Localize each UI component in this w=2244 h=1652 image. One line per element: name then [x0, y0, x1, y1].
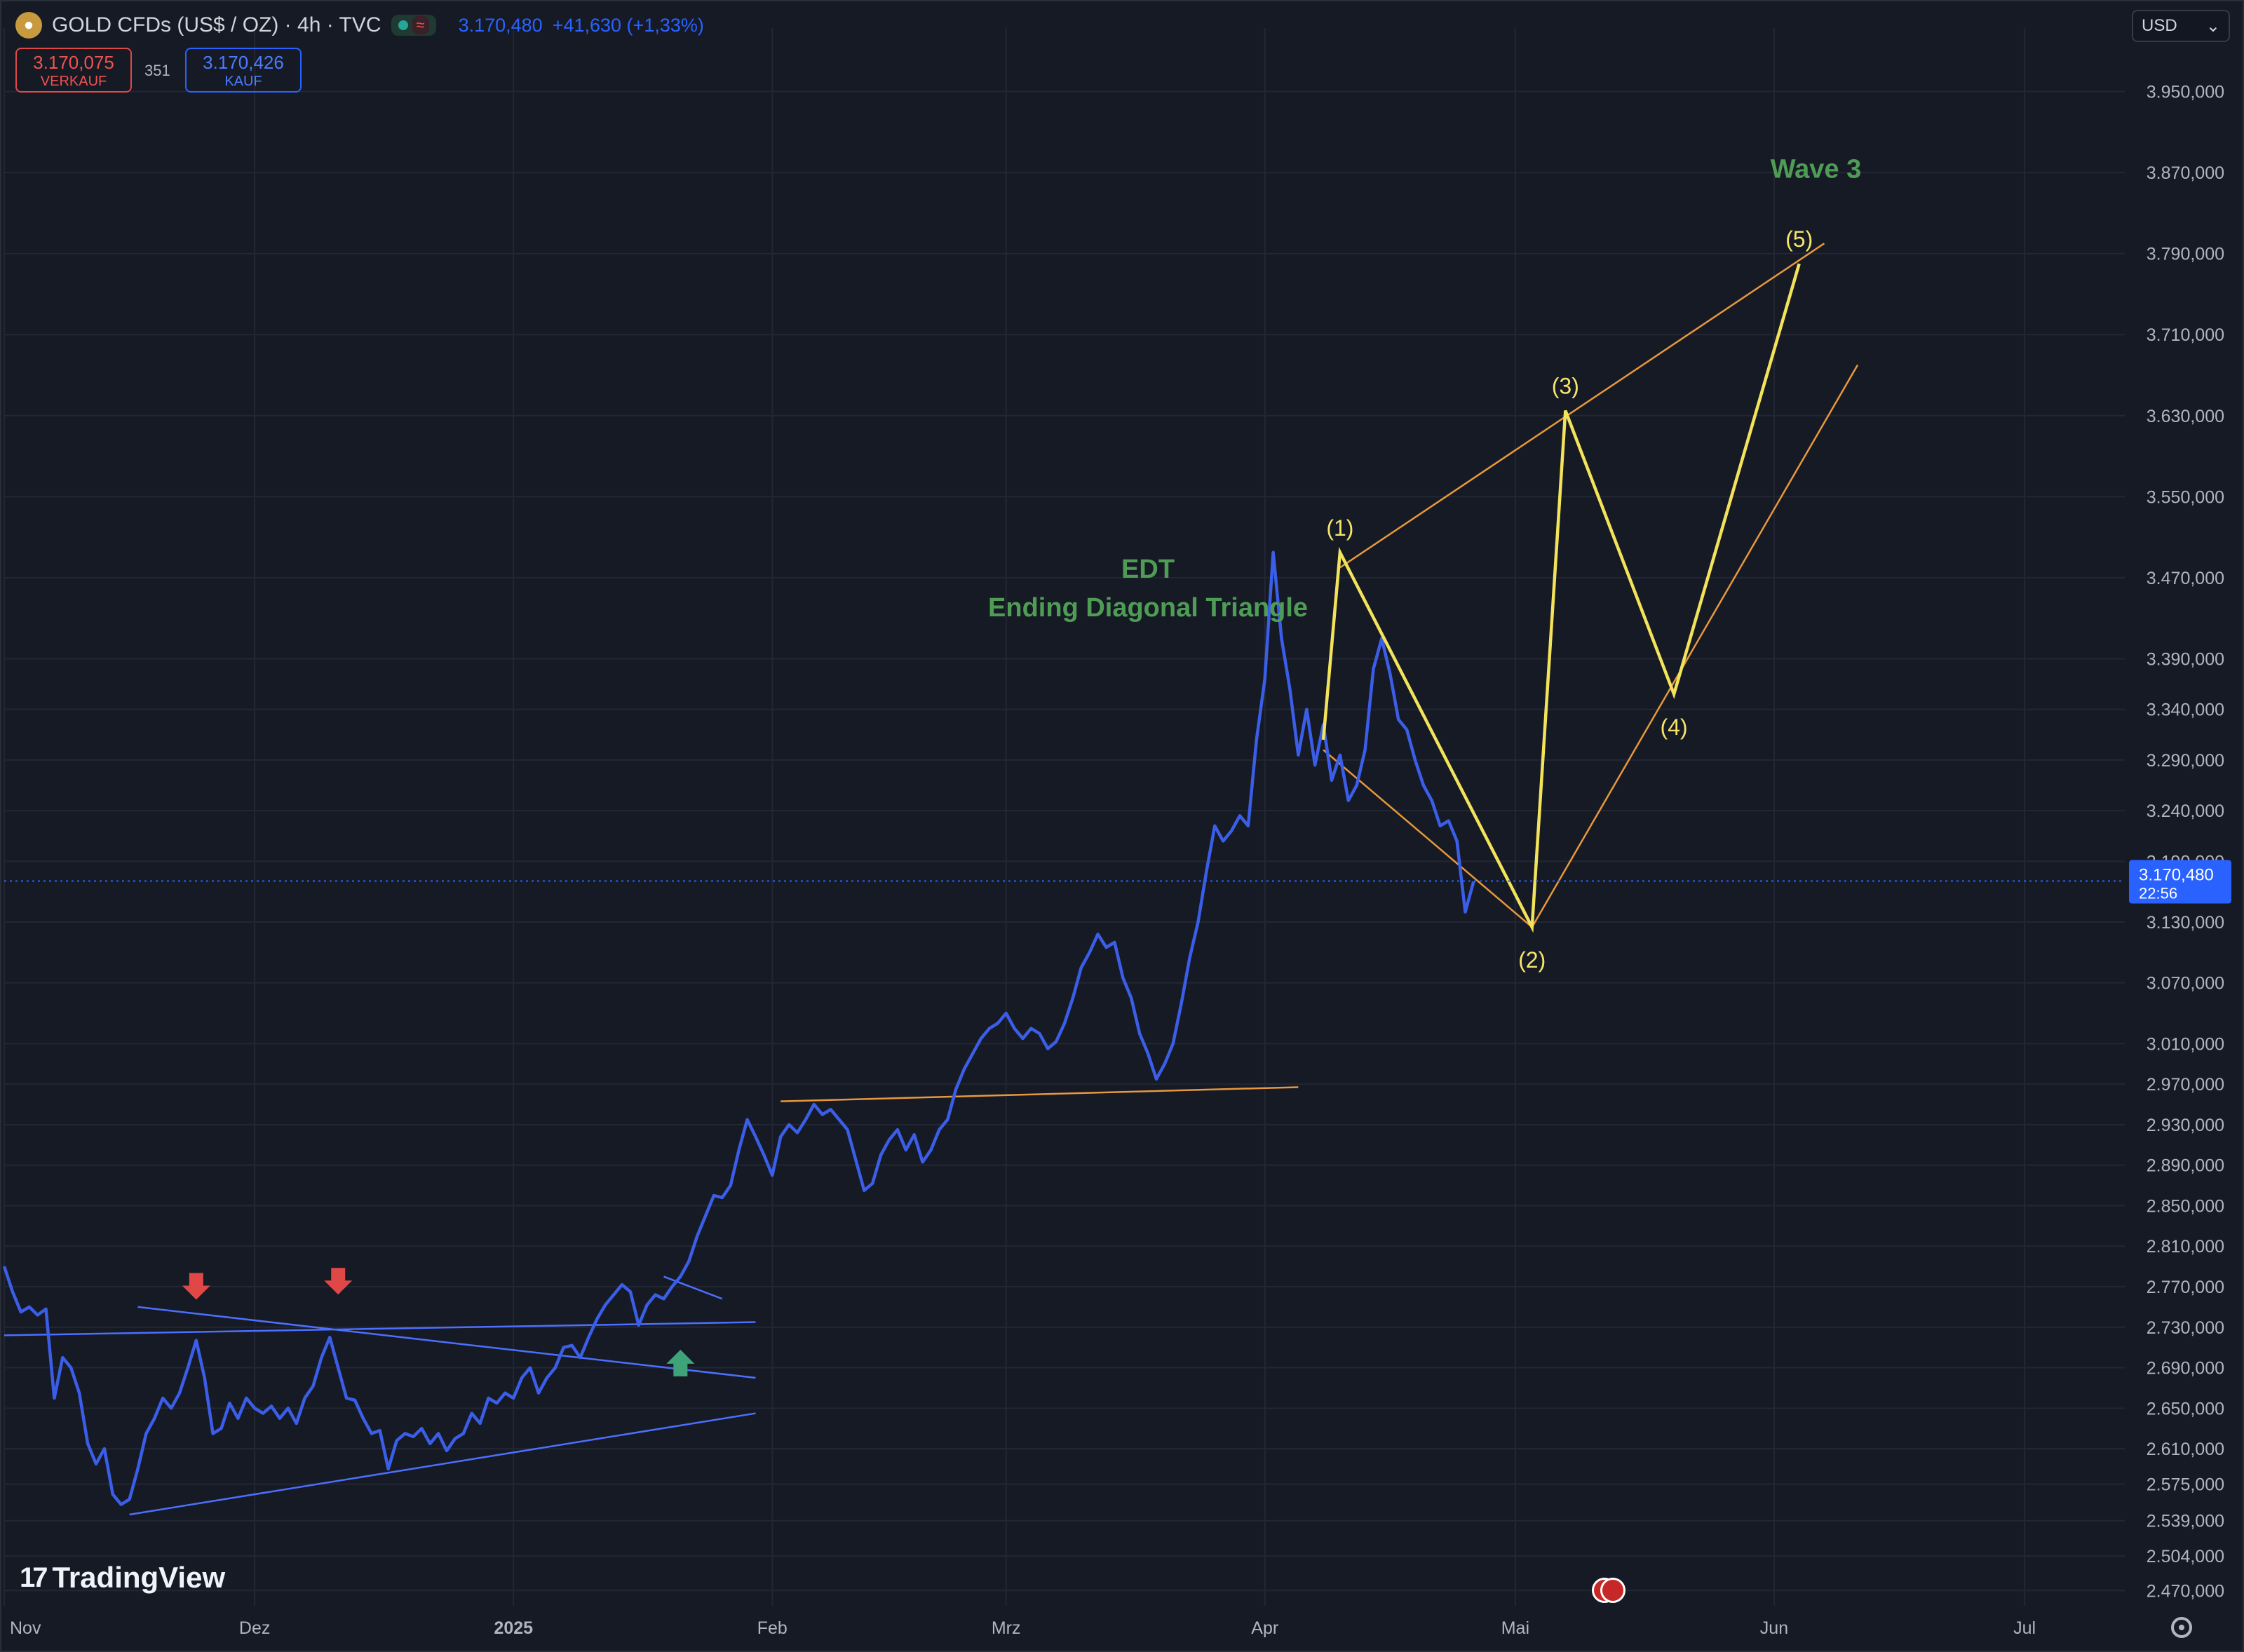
y-tick-label: 3.950,000	[2147, 83, 2224, 102]
price-series	[2, 550, 1475, 1506]
y-tick-label: 2.770,000	[2147, 1278, 2224, 1297]
current-price-label: 3.170,480	[2139, 866, 2214, 885]
y-tick-label: 3.470,000	[2147, 569, 2224, 588]
y-tick-label: 3.390,000	[2147, 649, 2224, 669]
x-tick-label: Mai	[1501, 1618, 1529, 1638]
trendline	[663, 1275, 723, 1300]
y-tick-label: 2.539,000	[2147, 1512, 2224, 1531]
y-tick-label: 2.810,000	[2147, 1237, 2224, 1257]
y-tick-label: 2.730,000	[2147, 1318, 2224, 1338]
symbol-header[interactable]: ● GOLD CFDs (US$ / OZ) · 4h · TVC ≈ 3.17…	[15, 10, 704, 41]
signal-arrows	[182, 1268, 695, 1376]
trendlines	[4, 243, 1859, 1516]
y-tick-label: 2.970,000	[2147, 1075, 2224, 1095]
symbol-title[interactable]: GOLD CFDs (US$ / OZ) · 4h · TVC	[52, 13, 381, 36]
price-change: +41,630 (+1,33%)	[552, 14, 704, 36]
elliott-wave-count: (1) (2) (3) (4) (5)	[1321, 226, 1813, 973]
y-tick-label: 2.850,000	[2147, 1196, 2224, 1216]
gear-icon[interactable]	[2171, 1617, 2192, 1638]
y-tick-label: 2.690,000	[2147, 1359, 2224, 1379]
currency-select[interactable]: USD ⌄	[2132, 10, 2230, 42]
price-line	[2, 550, 1475, 1506]
wave-label: (5)	[1785, 226, 1813, 252]
y-tick-label: 2.650,000	[2147, 1399, 2224, 1419]
y-tick-label: 2.930,000	[2147, 1116, 2224, 1135]
x-tick-label: Apr	[1251, 1618, 1278, 1638]
chevron-down-icon: ⌄	[2205, 16, 2220, 36]
gold-coin-icon: ●	[15, 12, 42, 39]
y-tick-label: 3.870,000	[2147, 163, 2224, 183]
currency-value: USD	[2142, 16, 2177, 35]
tradingview-mark-icon: 17	[20, 1562, 48, 1593]
buy-label: KAUF	[224, 74, 262, 89]
tradingview-logo[interactable]: 17 TradingView	[20, 1561, 225, 1595]
spread-value: 351	[144, 62, 170, 79]
x-tick-label: Dez	[239, 1618, 270, 1638]
wave-label: (2)	[1518, 947, 1546, 973]
delay-indicator: ≈	[412, 16, 429, 34]
annotation-text: Ending Diagonal Triangle	[988, 593, 1308, 623]
chart-annotations: EDT Ending Diagonal Triangle Wave 3	[988, 154, 1861, 622]
wave-label: (3)	[1552, 374, 1579, 399]
y-tick-label: 3.130,000	[2147, 913, 2224, 933]
trendline	[4, 1321, 756, 1336]
bar-countdown: 22:56	[2139, 885, 2177, 902]
annotation-text: EDT	[1121, 555, 1175, 584]
trendline	[1339, 243, 1825, 569]
price-axis: 3.950,000 3.870,000 3.790,000 3.710,000 3.63…	[2147, 83, 2224, 1602]
y-tick-label: 3.010,000	[2147, 1034, 2224, 1054]
sell-button[interactable]: 3.170,075 VERKAUF	[15, 48, 132, 93]
trendline	[780, 1086, 1299, 1102]
y-tick-label: 2.470,000	[2147, 1581, 2224, 1601]
sell-label: VERKAUF	[40, 74, 107, 89]
elliott-wave-path	[1321, 263, 1801, 933]
x-tick-label: Jul	[2013, 1618, 2036, 1638]
y-tick-label: 3.630,000	[2147, 407, 2224, 426]
y-tick-label: 3.340,000	[2147, 700, 2224, 720]
time-axis: Nov Dez 2025 Feb Mrz Apr Mai Jun Jul	[10, 1618, 2036, 1638]
trendline	[137, 1306, 756, 1379]
y-tick-label: 2.575,000	[2147, 1475, 2224, 1495]
buy-button[interactable]: 3.170,426 KAUF	[185, 48, 302, 93]
y-tick-label: 2.610,000	[2147, 1440, 2224, 1459]
market-open-icon	[398, 20, 408, 30]
us-flag-event-icon[interactable]	[1592, 1576, 1627, 1604]
y-tick-label: 3.790,000	[2147, 245, 2224, 264]
x-tick-label: Jun	[1760, 1618, 1788, 1638]
red-down-arrow-icon	[182, 1273, 210, 1300]
annotation-text: Wave 3	[1771, 154, 1862, 184]
chart-grid	[4, 28, 2125, 1606]
wave-label: (1)	[1326, 515, 1353, 541]
y-tick-label: 2.504,000	[2147, 1547, 2224, 1566]
market-status[interactable]: ≈	[391, 15, 436, 36]
y-tick-label: 3.290,000	[2147, 751, 2224, 771]
trendline	[1323, 749, 1533, 928]
trendline	[1531, 364, 1859, 928]
y-tick-label: 3.550,000	[2147, 487, 2224, 507]
current-price-badge	[2129, 860, 2231, 904]
trendline	[129, 1412, 756, 1516]
y-tick-label: 3.070,000	[2147, 974, 2224, 994]
buy-price: 3.170,426	[203, 52, 284, 73]
y-tick-label: 2.890,000	[2147, 1156, 2224, 1176]
last-price: 3.170,480	[458, 14, 543, 36]
tradingview-name: TradingView	[52, 1561, 226, 1594]
wave-label: (4)	[1661, 715, 1688, 740]
x-tick-label: Feb	[757, 1618, 788, 1638]
red-down-arrow-icon	[324, 1268, 353, 1295]
x-tick-label: Mrz	[992, 1618, 1021, 1638]
sell-price: 3.170,075	[33, 52, 114, 73]
y-tick-label: 3.240,000	[2147, 801, 2224, 821]
green-up-arrow-icon	[666, 1349, 695, 1376]
x-tick-label: 2025	[494, 1618, 533, 1638]
x-tick-label: Nov	[10, 1618, 41, 1638]
y-tick-label: 3.710,000	[2147, 325, 2224, 345]
